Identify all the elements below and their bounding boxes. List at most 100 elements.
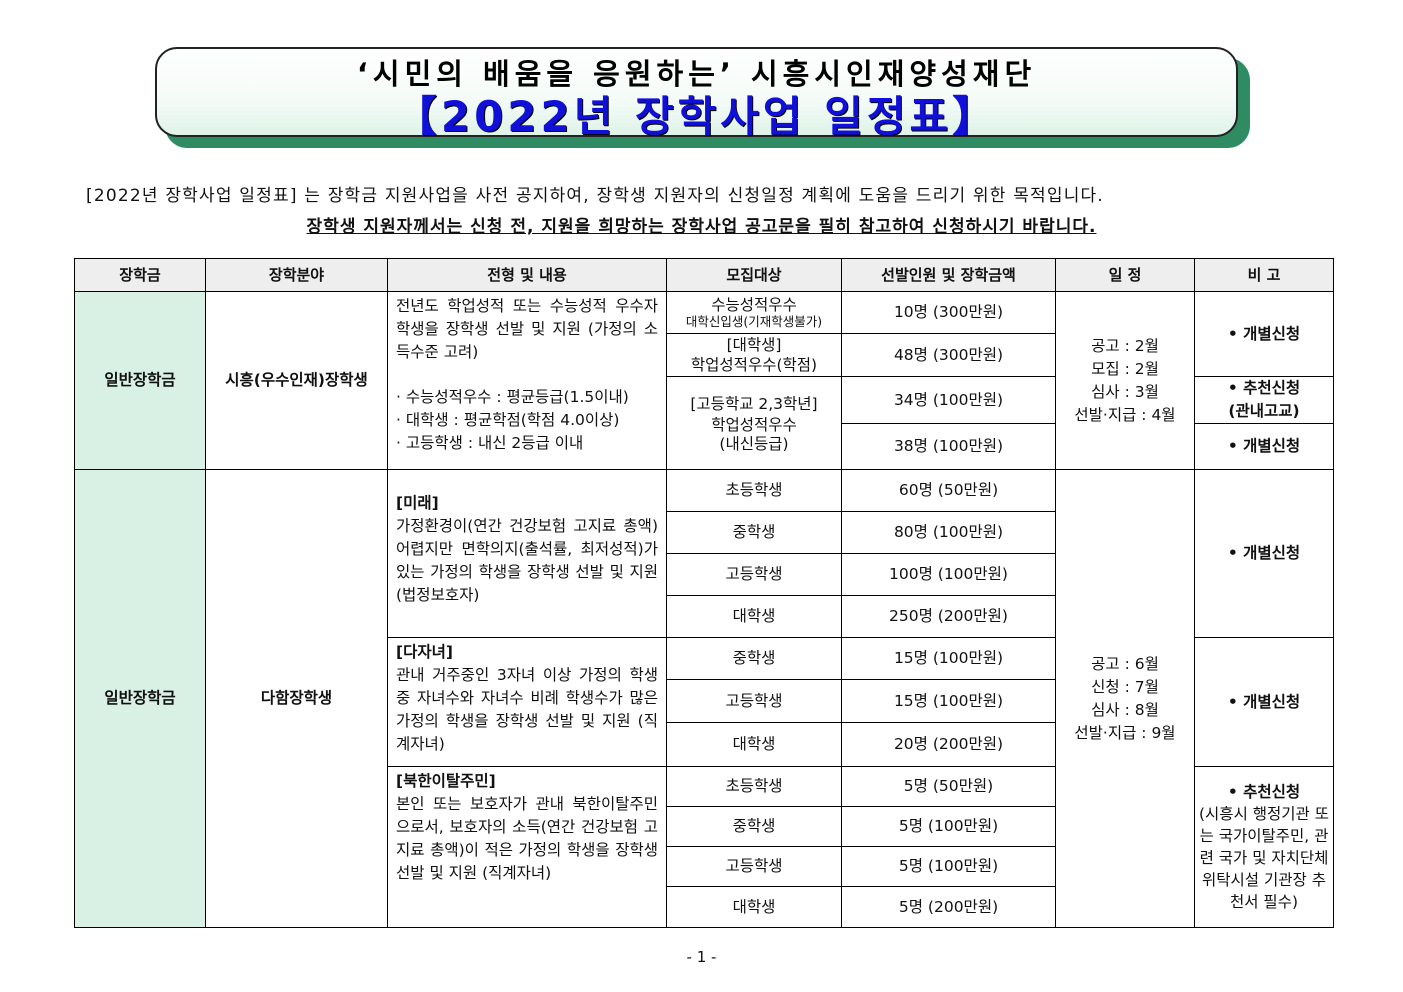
amount-cell: 15명 (100만원) <box>841 679 1056 723</box>
note-cell: • 개별신청 <box>1194 469 1334 638</box>
intro-line-1: [2022년 장학사업 일정표] 는 장학금 지원사업을 사전 공지하여, 장학… <box>86 186 1104 206</box>
desc-text: 전년도 학업성적 또는 수능성적 우수자 학생을 장학생 선발 및 지원 (가정… <box>396 297 658 361</box>
table-row: 일반장학금 다함장학생 [미래] 가정환경이(연간 건강보험 고지료 총액) 어렵… <box>74 469 1334 928</box>
amount-cell: 48명 (300만원) <box>841 333 1056 377</box>
note-text: • 추천신청 <box>1227 379 1301 397</box>
scholarship-description: [북한이탈주민] 본인 또는 보호자가 관내 북한이탈주민으로서, 보호자의 소득… <box>387 766 667 928</box>
header-cell: 모집대상 <box>666 258 842 292</box>
amount-cell: 250명 (200만원) <box>841 595 1056 638</box>
title-banner: ‘시민의 배움을 응원하는’ 시흥시인재양성재단 【2022년 장학사업 일정표… <box>155 47 1238 141</box>
table-row: 고등학생 5명 (100만원) <box>75 846 1334 887</box>
target-text: 학업성적우수 <box>711 415 797 434</box>
intro-line-2: 장학생 지원자께서는 신청 전, 지원을 희망하는 장학사업 공고문을 필히 참… <box>306 217 1097 237</box>
amount-cell: 38명 (100만원) <box>841 423 1056 470</box>
amount-cell: 20명 (200만원) <box>841 722 1056 767</box>
desc-criteria: · 수능성적우수 : 평균등급(1.5이내) <box>396 388 629 406</box>
amount-cell: 15명 (100만원) <box>841 637 1056 680</box>
target-cell: 중학생 <box>666 511 842 554</box>
table-row: 대학생 250명 (200만원) <box>75 595 1334 638</box>
desc-criteria: · 고등학생 : 내신 2등급 이내 <box>396 434 584 452</box>
desc-text: 관내 거주중인 3자녀 이상 가정의 학생 중 자녀수와 자녀수 비례 학생수가… <box>396 666 658 753</box>
scholarship-type: 일반장학금 <box>74 291 206 470</box>
header-cell: 선발인원 및 장학금액 <box>841 258 1056 292</box>
amount-cell: 34명 (100만원) <box>841 376 1056 424</box>
banner-title: 【2022년 장학사업 일정표】 <box>394 92 999 141</box>
table-row: 일반장학금 시흥(우수인재)장학생 전년도 학업성적 또는 수능성적 우수자 학… <box>74 291 1334 470</box>
page-number: - 1 - <box>686 948 717 966</box>
target-cell: 대학생 <box>666 595 842 638</box>
table-header-row: 장학금 장학분야 전형 및 내용 모집대상 선발인원 및 장학금액 일 정 비 … <box>74 258 1334 292</box>
schedule-item: 신청 : 7월 <box>1091 677 1159 696</box>
note-detail: (시흥시 행정기관 또는 국가이탈주민, 관련 국가 및 자치단체 위탁시설 기… <box>1199 805 1329 911</box>
note-cell: • 추천신청 (관내고교) <box>1194 376 1334 424</box>
schedule-item: 공고 : 6월 <box>1091 654 1159 673</box>
table-row: 38명 (100만원) • 개별신청 <box>75 423 1334 470</box>
scholarship-description: [미래] 가정환경이(연간 건강보험 고지료 총액) 어렵지만 면학의지(출석률,… <box>387 469 667 638</box>
target-text: 수능성적우수 <box>711 295 797 314</box>
amount-cell: 100명 (100만원) <box>841 553 1056 596</box>
target-cell: 고등학생 <box>666 846 842 887</box>
header-cell: 전형 및 내용 <box>387 258 667 292</box>
amount-cell: 5명 (100만원) <box>841 846 1056 887</box>
target-text: 학업성적우수(학점) <box>690 356 818 374</box>
note-text: (관내고교) <box>1228 402 1300 420</box>
schedule-item: 선발·지급 : 9월 <box>1074 723 1176 742</box>
target-cell: 고등학생 <box>666 679 842 723</box>
target-cell: 대학생 <box>666 886 842 928</box>
note-cell: • 추천신청 (시흥시 행정기관 또는 국가이탈주민, 관련 국가 및 자치단체 … <box>1194 766 1334 928</box>
table-row: 중학생 80명 (100만원) <box>75 511 1334 554</box>
desc-criteria: · 대학생 : 평균학점(학점 4.0이상) <box>396 411 620 429</box>
schedule-item: 선발·지급 : 4월 <box>1074 405 1176 424</box>
target-cell: 수능성적우수 대학신입생(기재학생불가) <box>666 291 842 334</box>
schedule-item: 심사 : 8월 <box>1091 700 1159 719</box>
target-text: [고등학교 2,3학년] <box>690 394 818 413</box>
scholarship-description: [다자녀] 관내 거주중인 3자녀 이상 가정의 학생 중 자녀수와 자녀수 비례… <box>387 637 667 767</box>
target-cell: 대학생 <box>666 722 842 767</box>
group-title: [다자녀] <box>396 643 453 661</box>
target-cell: [고등학교 2,3학년] 학업성적우수 (내신등급) <box>666 376 842 470</box>
amount-cell: 5명 (200만원) <box>841 886 1056 928</box>
header-cell: 일 정 <box>1055 258 1195 292</box>
scholarship-field: 시흥(우수인재)장학생 <box>205 291 388 470</box>
group-title: [북한이탈주민] <box>396 772 496 790</box>
table-row: [대학생] 학업성적우수(학점) 48명 (300만원) <box>75 333 1334 377</box>
target-cell: 중학생 <box>666 637 842 680</box>
schedule-item: 모집 : 2월 <box>1091 359 1159 378</box>
table-row: 고등학생 100명 (100만원) <box>75 553 1334 596</box>
amount-cell: 10명 (300만원) <box>841 291 1056 334</box>
header-cell: 장학분야 <box>205 258 388 292</box>
group-title: [미래] <box>396 494 439 512</box>
target-cell: [대학생] 학업성적우수(학점) <box>666 333 842 377</box>
scholarship-field: 다함장학생 <box>205 469 388 928</box>
note-cell: • 개별신청 <box>1194 423 1334 470</box>
note-cell: • 개별신청 <box>1194 637 1334 767</box>
amount-cell: 80명 (100만원) <box>841 511 1056 554</box>
schedule-cell: 공고 : 2월 모집 : 2월 심사 : 3월 선발·지급 : 4월 <box>1055 291 1195 470</box>
amount-cell: 60명 (50만원) <box>841 469 1056 512</box>
table-row: 대학생 5명 (200만원) <box>75 886 1334 928</box>
target-text: 대학신입생(기재학생불가) <box>685 313 823 329</box>
banner-subtitle: ‘시민의 배움을 응원하는’ 시흥시인재양성재단 <box>356 57 1037 91</box>
desc-text: 본인 또는 보호자가 관내 북한이탈주민으로서, 보호자의 소득(연간 건강보험… <box>396 795 658 882</box>
schedule-item: 심사 : 3월 <box>1091 382 1159 401</box>
target-cell: 중학생 <box>666 806 842 847</box>
note-cell: • 개별신청 <box>1194 291 1334 377</box>
target-cell: 초등학생 <box>666 766 842 807</box>
note-text: • 추천신청 <box>1227 783 1301 801</box>
table-row: [고등학교 2,3학년] 학업성적우수 (내신등급) 34명 (100만원) • 추… <box>75 376 1334 470</box>
scholarship-description: 전년도 학업성적 또는 수능성적 우수자 학생을 장학생 선발 및 지원 (가정… <box>387 291 667 470</box>
amount-cell: 5명 (100만원) <box>841 806 1056 847</box>
table-row: [북한이탈주민] 본인 또는 보호자가 관내 북한이탈주민으로서, 보호자의 소득… <box>75 766 1334 928</box>
schedule-cell: 공고 : 6월 신청 : 7월 심사 : 8월 선발·지급 : 9월 <box>1055 469 1195 928</box>
table-row: 대학생 20명 (200만원) <box>75 722 1334 767</box>
desc-text: 가정환경이(연간 건강보험 고지료 총액) 어렵지만 면학의지(출석률, 최저성… <box>396 517 658 604</box>
header-cell: 비 고 <box>1194 258 1334 292</box>
amount-cell: 5명 (50만원) <box>841 766 1056 807</box>
table-row: [다자녀] 관내 거주중인 3자녀 이상 가정의 학생 중 자녀수와 자녀수 비례… <box>75 637 1334 767</box>
target-cell: 고등학생 <box>666 553 842 596</box>
header-cell: 장학금 <box>74 258 206 292</box>
target-text: [대학생] <box>726 336 782 354</box>
target-text: (내신등급) <box>719 434 789 453</box>
target-cell: 초등학생 <box>666 469 842 512</box>
